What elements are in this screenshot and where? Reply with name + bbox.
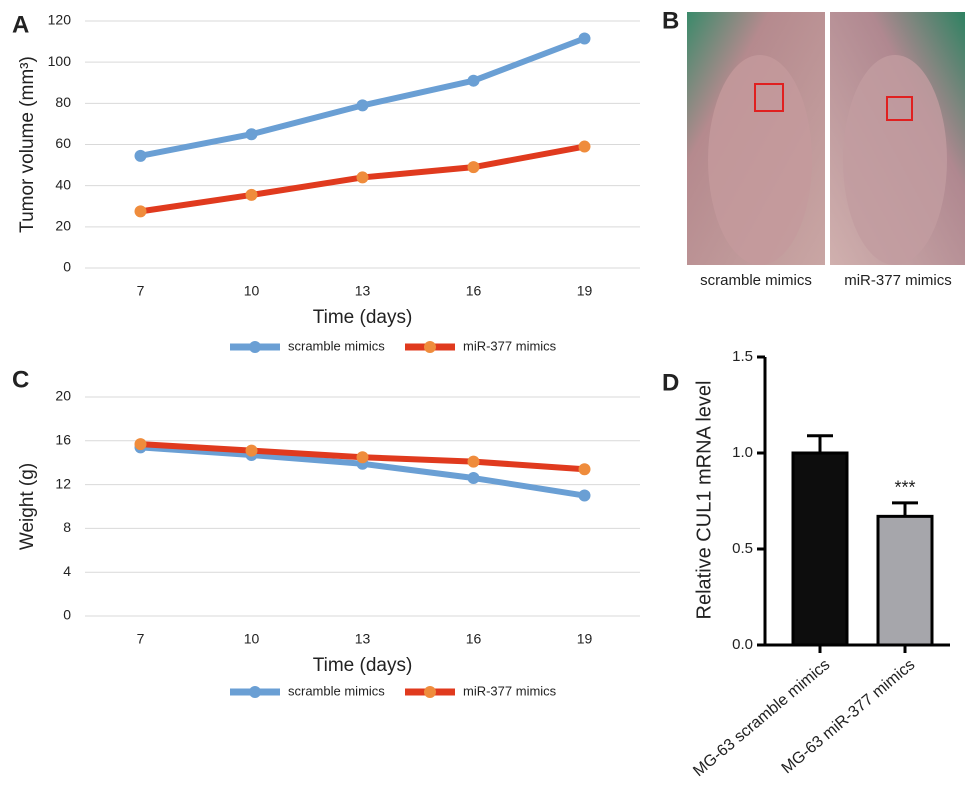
photo-caption: miR-377 mimics (844, 272, 952, 289)
bar (876, 514, 934, 647)
marker (467, 161, 480, 174)
mouse-body (708, 55, 812, 265)
x-axis-title: Time (days) (313, 655, 413, 676)
y-axis-title: Tumor volume (mm³) (17, 56, 38, 233)
marker (578, 140, 591, 153)
marker (467, 472, 480, 485)
y-tick-label: 1.0 (732, 444, 753, 461)
y-axis-title: Weight (g) (17, 463, 38, 550)
x-tick-label: 16 (466, 283, 482, 299)
y-tick-label: 20 (55, 218, 71, 234)
y-tick-label: 60 (55, 135, 71, 151)
y-tick-label: 0.5 (732, 540, 753, 557)
marker (467, 455, 480, 468)
y-tick-label: 4 (63, 563, 71, 579)
marker (134, 149, 147, 162)
x-tick-label: 10 (244, 631, 260, 647)
bar (791, 451, 849, 647)
marker (356, 171, 369, 184)
x-axis-title: Time (days) (313, 307, 413, 328)
legend-label: scramble mimics (288, 338, 385, 353)
legend-marker (424, 686, 436, 698)
x-tick-label: 19 (577, 631, 593, 647)
marker (467, 74, 480, 87)
x-tick-label: 7 (137, 283, 145, 299)
marker (578, 489, 591, 502)
tumor-box (886, 96, 913, 121)
y-axis-title: Relative CUL1 mRNA level (693, 381, 715, 620)
photo-panel: scramble mimics miR-377 mimics (687, 12, 965, 289)
mouse-body (843, 55, 947, 265)
marker (245, 188, 258, 201)
y-tick-label: 0 (63, 607, 71, 623)
panel-label: C (12, 366, 29, 393)
x-tick-label: 13 (355, 631, 371, 647)
y-tick-label: 120 (48, 12, 72, 28)
marker (134, 438, 147, 451)
y-tick-label: 20 (55, 388, 71, 404)
y-tick-label: 0 (63, 259, 71, 275)
legend-label: scramble mimics (288, 683, 385, 698)
y-tick-label: 100 (48, 53, 72, 69)
marker (356, 99, 369, 112)
y-tick-label: 16 (55, 432, 71, 448)
legend-marker (424, 341, 436, 353)
x-tick-label: 13 (355, 283, 371, 299)
photo-caption: scramble mimics (700, 272, 812, 289)
marker (356, 451, 369, 464)
y-tick-label: 1.5 (732, 348, 753, 365)
marker (245, 444, 258, 457)
marker (578, 463, 591, 476)
y-tick-label: 80 (55, 94, 71, 110)
series-line (139, 35, 586, 159)
x-tick-label: MG-63 scramble mimics (690, 656, 833, 780)
y-tick-label: 12 (55, 475, 71, 491)
legend-label: miR-377 mimics (463, 683, 557, 698)
marker (578, 32, 591, 45)
tumor-box (754, 83, 784, 112)
legend-marker (249, 341, 261, 353)
panel-label: D (662, 369, 679, 396)
panel-label: A (12, 11, 29, 38)
y-tick-label: 0.0 (732, 636, 753, 653)
marker (134, 205, 147, 218)
y-tick-label: 8 (63, 519, 71, 535)
x-tick-label: 19 (577, 283, 593, 299)
significance: *** (894, 478, 915, 498)
marker (245, 128, 258, 141)
legend-label: miR-377 mimics (463, 338, 557, 353)
x-tick-label: 16 (466, 631, 482, 647)
y-tick-label: 40 (55, 176, 71, 192)
panel-label: B (662, 7, 679, 34)
x-tick-label: 7 (137, 631, 145, 647)
x-tick-label: 10 (244, 283, 260, 299)
legend-marker (249, 686, 261, 698)
